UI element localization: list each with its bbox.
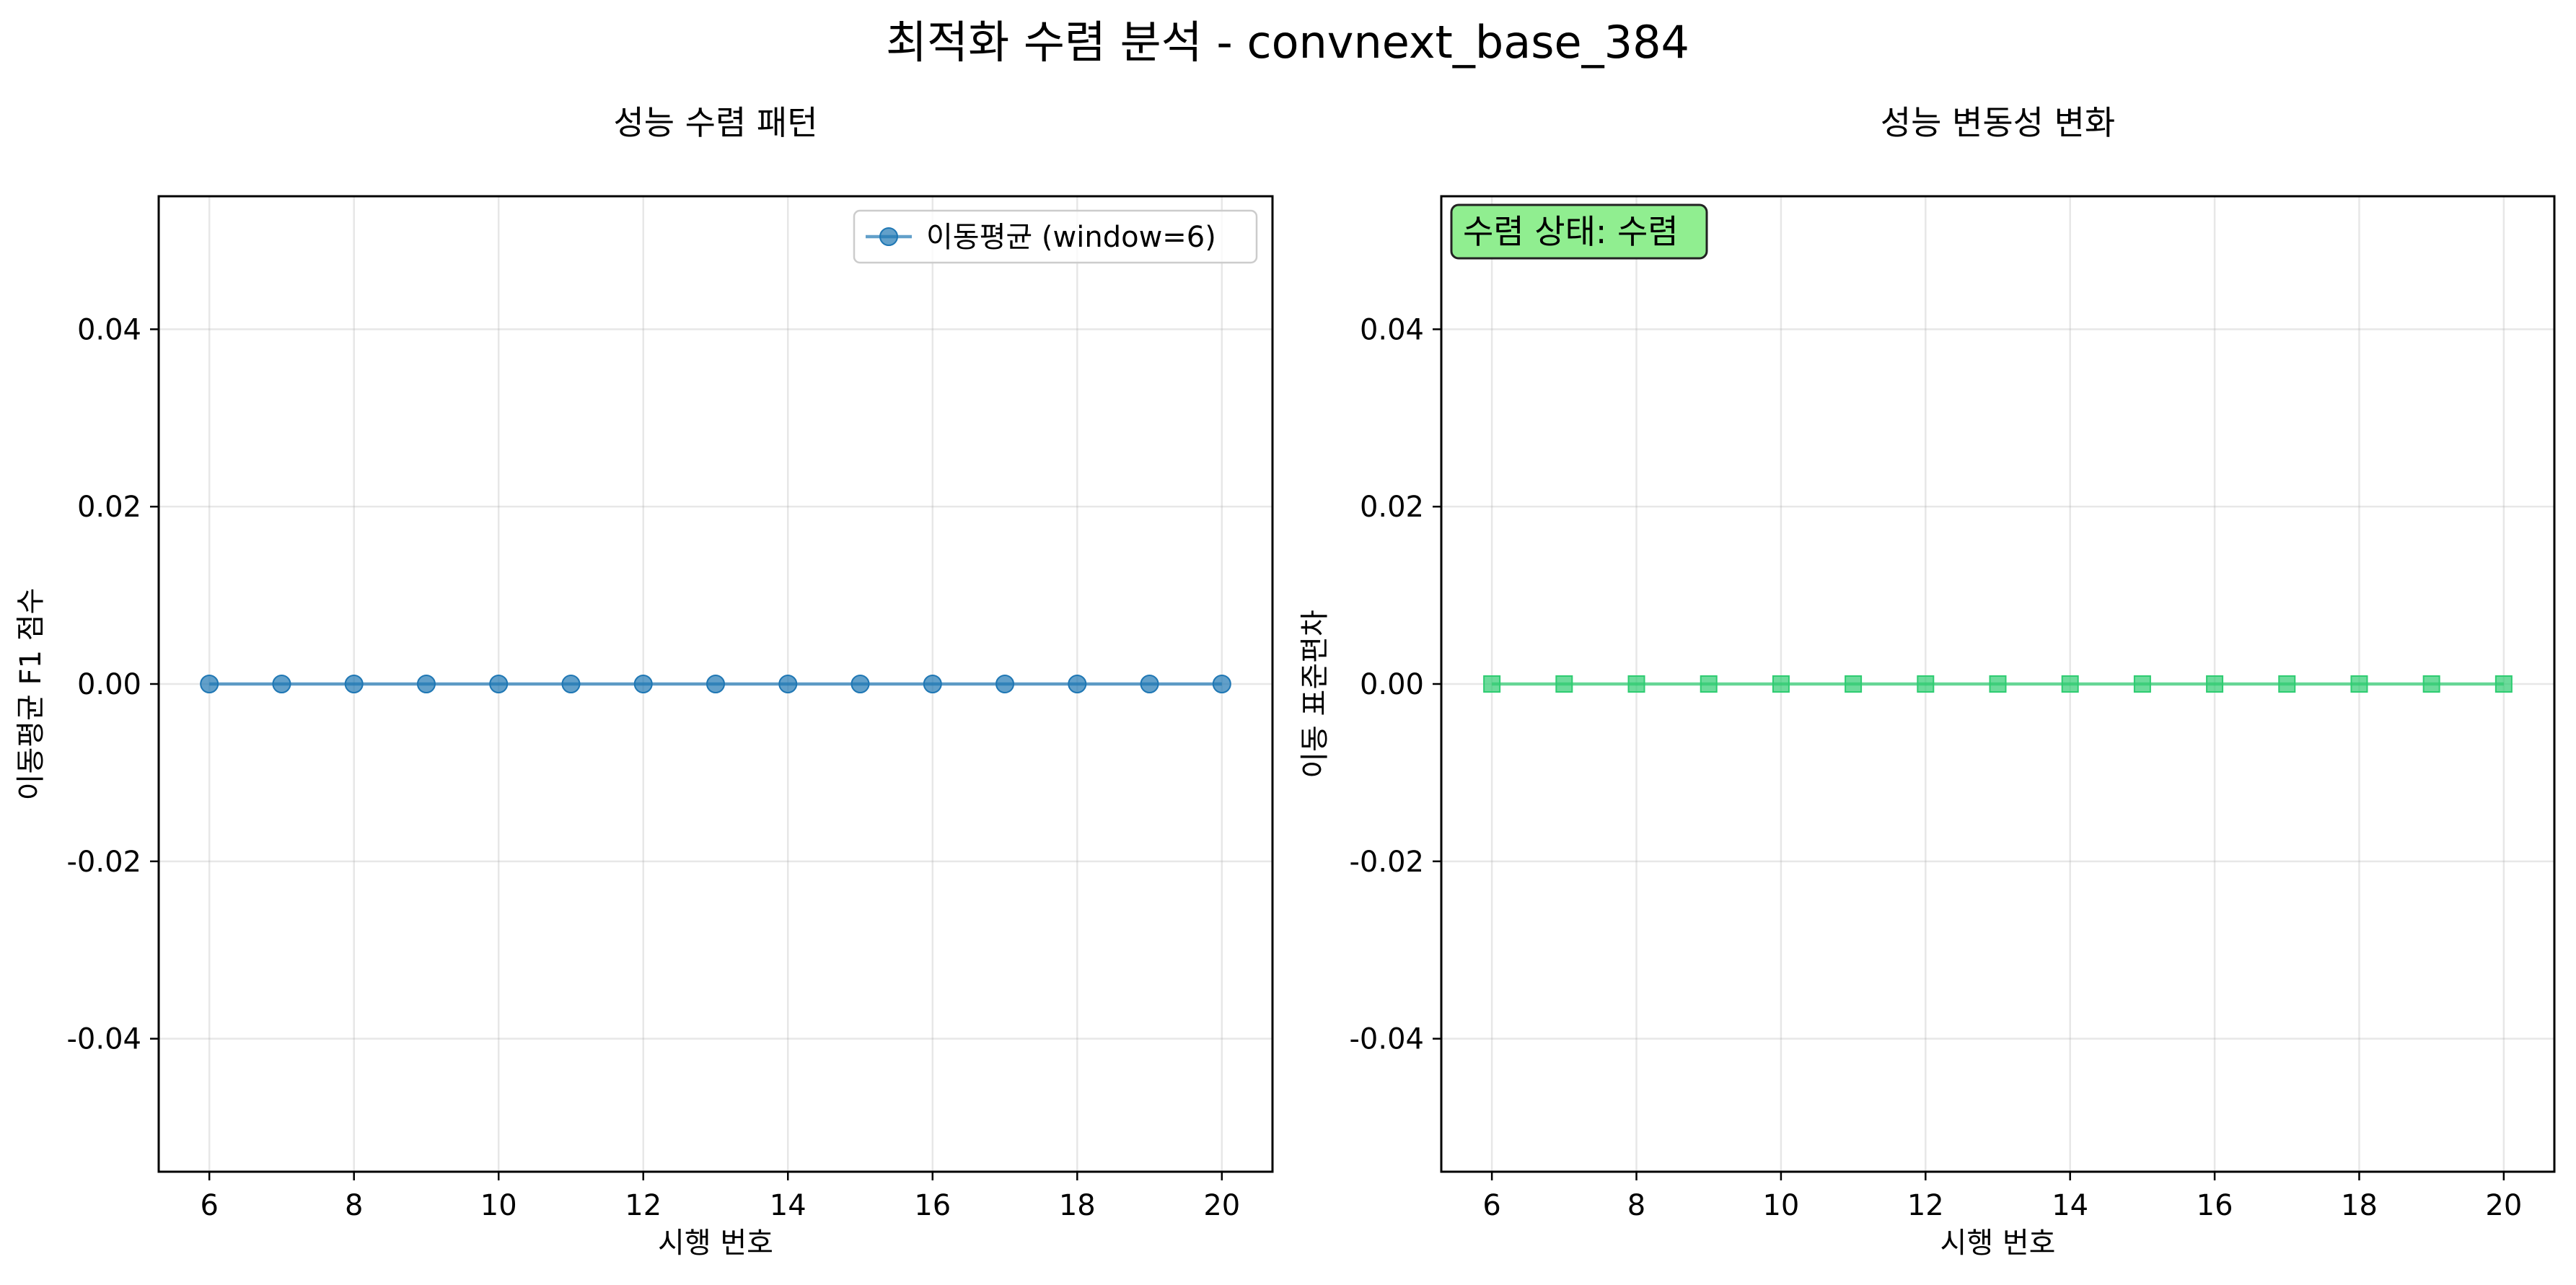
chart1-xtick-label: 10 [480, 1189, 517, 1222]
chart2-annotation: 수렴 상태: 수렴 [1450, 203, 1708, 260]
chart1-point [995, 675, 1015, 693]
chart2-point [1700, 675, 1718, 693]
chart1-point [489, 675, 509, 693]
chart1-ytick-label: -0.02 [67, 846, 142, 879]
chart2-xtick-label: 14 [2052, 1189, 2088, 1222]
chart2-ytick-label: 0.00 [1360, 668, 1424, 701]
chart1-ytick-label: -0.04 [67, 1023, 142, 1056]
chart2-point [2206, 675, 2224, 693]
chart1-point [344, 675, 364, 693]
figure-title: 최적화 수렴 분석 - convnext_base_384 [886, 16, 1689, 69]
chart1-xtick-label: 20 [1203, 1189, 1240, 1222]
chart2-xlabel: 시행 번호 [1940, 1227, 2056, 1260]
chart1-ylabel: 이동평균 F1 점수 [14, 588, 48, 801]
chart1-axes: 성능 수렴 패턴 6 8 10 12 14 16 18 20 -0.04 -0.02 0.00 0.02… [14, 103, 1274, 1260]
chart1-point [561, 675, 581, 693]
chart2-ytick-label: -0.04 [1350, 1023, 1425, 1056]
chart1-point [778, 675, 798, 693]
chart1-ytick-label: 0.00 [77, 668, 141, 701]
chart1-point [1140, 675, 1159, 693]
chart1-xlabel: 시행 번호 [658, 1227, 773, 1260]
chart2-ytick-label: -0.02 [1350, 846, 1425, 879]
chart2-xtick-label: 6 [1482, 1189, 1500, 1222]
chart1-xtick-label: 16 [914, 1189, 951, 1222]
chart2-xtick-label: 18 [2341, 1189, 2378, 1222]
chart2-point [1772, 675, 1790, 693]
chart2-point [2061, 675, 2079, 693]
chart2-point [1845, 675, 1863, 693]
chart2-axes: 성능 변동성 변화 6 8 10 12 14 16 18 20 -0.04 -0.02 0.00 0.0… [1298, 103, 2556, 1260]
chart2-ylabel: 이동 표준편차 [1298, 610, 1332, 779]
chart2-point [1555, 675, 1573, 693]
chart2-ytick-label: 0.04 [1360, 313, 1424, 346]
chart1-legend-label: 이동평균 (window=6) [926, 221, 1216, 254]
chart1-legend: 이동평균 (window=6) [853, 209, 1258, 264]
chart1-point [416, 675, 436, 693]
chart2-point [2494, 675, 2513, 693]
chart1-xtick-label: 12 [625, 1189, 661, 1222]
chart2-xtick-label: 20 [2485, 1189, 2522, 1222]
chart2-ytick-label: 0.02 [1360, 491, 1424, 524]
chart2-xtick-label: 16 [2197, 1189, 2233, 1222]
chart1-point [633, 675, 653, 693]
chart1-xtick-label: 14 [770, 1189, 806, 1222]
chart1-ytick-label: 0.04 [77, 313, 141, 346]
chart2-point [2278, 675, 2296, 693]
chart2-xtick-label: 8 [1627, 1189, 1645, 1222]
chart2-point [1627, 675, 1645, 693]
chart1-point [1212, 675, 1231, 693]
chart1-point [923, 675, 942, 693]
chart1-point [200, 675, 219, 693]
chart1-xtick-label: 6 [200, 1189, 218, 1222]
chart2-point [2422, 675, 2440, 693]
chart1-point [706, 675, 725, 693]
chart2-annotation-box [1450, 203, 1708, 260]
chart1-ytick-label: 0.02 [77, 491, 141, 524]
chart2-title: 성능 변동성 변화 [1881, 103, 2115, 142]
chart1-point [850, 675, 870, 693]
chart1-title: 성능 수렴 패턴 [613, 103, 817, 142]
chart1-legend-marker [879, 227, 898, 246]
chart1-legend-box [853, 209, 1258, 264]
chart2-point [1989, 675, 2007, 693]
chart1-point [272, 675, 291, 693]
chart1-xtick-label: 18 [1059, 1189, 1096, 1222]
chart2-point [2133, 675, 2151, 693]
chart2-frame [1440, 195, 2556, 1173]
chart2-point [1483, 675, 1501, 693]
chart1-frame [157, 195, 1274, 1173]
chart2-point [1917, 675, 1935, 693]
chart2-xtick-label: 10 [1762, 1189, 1799, 1222]
chart2-annotation-text: 수렴 상태: 수렴 [1463, 212, 1679, 251]
chart1-xtick-label: 8 [345, 1189, 363, 1222]
chart2-xtick-label: 12 [1907, 1189, 1944, 1222]
chart1-point [1068, 675, 1087, 693]
chart2-point [2350, 675, 2368, 693]
